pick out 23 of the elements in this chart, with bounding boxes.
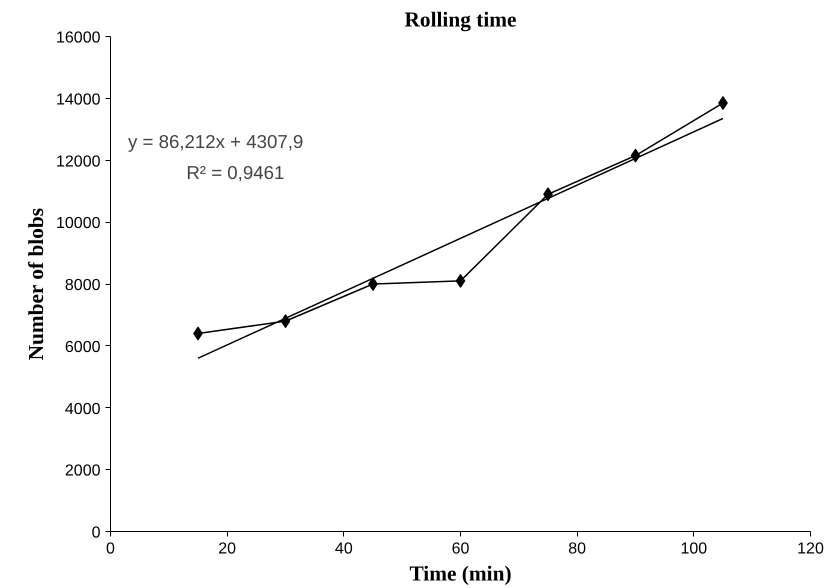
y-tick-label: 12000 (56, 153, 101, 170)
y-axis-title: Number of blobs (24, 208, 48, 360)
y-tick-label: 2000 (64, 462, 101, 480)
x-tick-label: 120 (797, 540, 824, 558)
x-tick-label: 0 (106, 540, 116, 558)
x-tick-label: 80 (568, 540, 586, 558)
y-tick-label: 8000 (64, 277, 101, 294)
point (368, 277, 378, 291)
y-tick-label: 10000 (56, 215, 101, 232)
x-tick-label: 60 (452, 540, 470, 558)
annotation: R² = 0,9461 (186, 162, 284, 184)
x-axis-title: Time (min) (409, 562, 512, 586)
point (193, 326, 203, 340)
y-tick-label: 0 (92, 524, 101, 542)
annotation: y = 86,212x + 4307,9 (128, 131, 304, 152)
x-tick-label: 40 (334, 540, 353, 558)
y-tick-label: 4000 (64, 400, 101, 418)
x-tick-label: 20 (218, 540, 236, 558)
y-tick-label: 14000 (56, 91, 101, 108)
x-tick-label: 100 (680, 540, 708, 558)
chart-title: Rolling time (404, 8, 516, 32)
y-tick-label: 6000 (64, 338, 101, 356)
y-tick-label: 16000 (56, 30, 101, 46)
